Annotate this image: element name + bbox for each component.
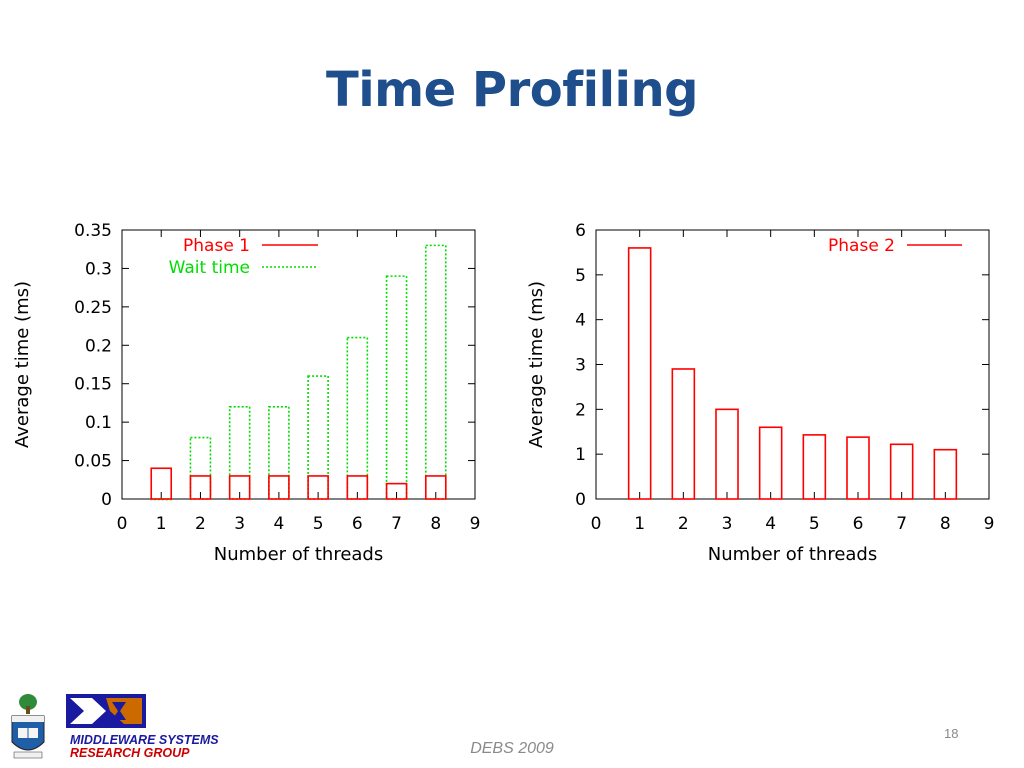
y-tick-label: 0.3 <box>85 259 112 279</box>
conference-label: DEBS 2009 <box>470 740 554 757</box>
msrg-name-line2: RESEARCH GROUP <box>70 746 190 760</box>
bar-phase-1 <box>424 475 447 500</box>
bar-wait-time <box>268 405 290 500</box>
bar-phase-1 <box>268 475 290 500</box>
bar-wait-time <box>228 405 251 500</box>
university-crest-icon <box>11 694 45 759</box>
bar-phase-1 <box>346 475 369 500</box>
bar-phase-1 <box>385 482 408 500</box>
y-axis-label: Average time (ms) <box>12 281 33 448</box>
msrg-emblem-icon <box>66 694 146 728</box>
y-tick-label: 0.35 <box>74 221 112 241</box>
x-tick-label: 3 <box>234 514 245 534</box>
x-tick-label: 7 <box>391 514 402 534</box>
plot-frame <box>121 229 476 500</box>
bar-phase-1 <box>228 475 251 500</box>
x-axis-label: Number of threads <box>214 544 383 565</box>
bar-wait-time <box>424 244 447 500</box>
legend-label: Phase 1 <box>183 236 250 256</box>
x-tick-label: 5 <box>313 514 324 534</box>
y-tick-label: 0.05 <box>74 452 112 472</box>
bar-wait-time <box>346 336 369 500</box>
chart-phase1-wait: 0 0.05 0.1 0.15 0.2 0.25 0.3 0.35 0 1 2 3 4 5 6 7 8 9 Numb… <box>12 221 481 565</box>
msrg-logo: MIDDLEWARE SYSTEMS RESEARCH GROUP <box>6 692 276 764</box>
y-tick-label: 0 <box>101 490 112 510</box>
legend-label: Wait time <box>169 258 250 278</box>
x-tick-label: 0 <box>117 514 128 534</box>
slide-title: Time Profiling <box>325 62 699 118</box>
page-number: 18 <box>944 726 959 741</box>
bar-wait-time <box>189 436 212 500</box>
bar-wait-time <box>307 375 329 500</box>
x-tick-label: 6 <box>352 514 363 534</box>
y-tick-label: 0.1 <box>85 413 112 433</box>
msrg-name-line1: MIDDLEWARE SYSTEMS <box>70 733 219 747</box>
y-tick-label: 0.15 <box>74 375 112 395</box>
y-tick-label: 0.2 <box>85 336 112 356</box>
y-tick-label: 0.25 <box>74 298 112 318</box>
bar-phase-1 <box>150 467 173 500</box>
bar-phase-1 <box>189 475 212 500</box>
x-tick-label: 4 <box>273 514 284 534</box>
x-tick-label: 2 <box>195 514 206 534</box>
bar-phase-1 <box>307 475 329 500</box>
x-tick-label: 1 <box>156 514 167 534</box>
x-tick-label: 8 <box>430 514 441 534</box>
bar-wait-time <box>385 275 408 500</box>
x-tick-label: 9 <box>470 514 481 534</box>
